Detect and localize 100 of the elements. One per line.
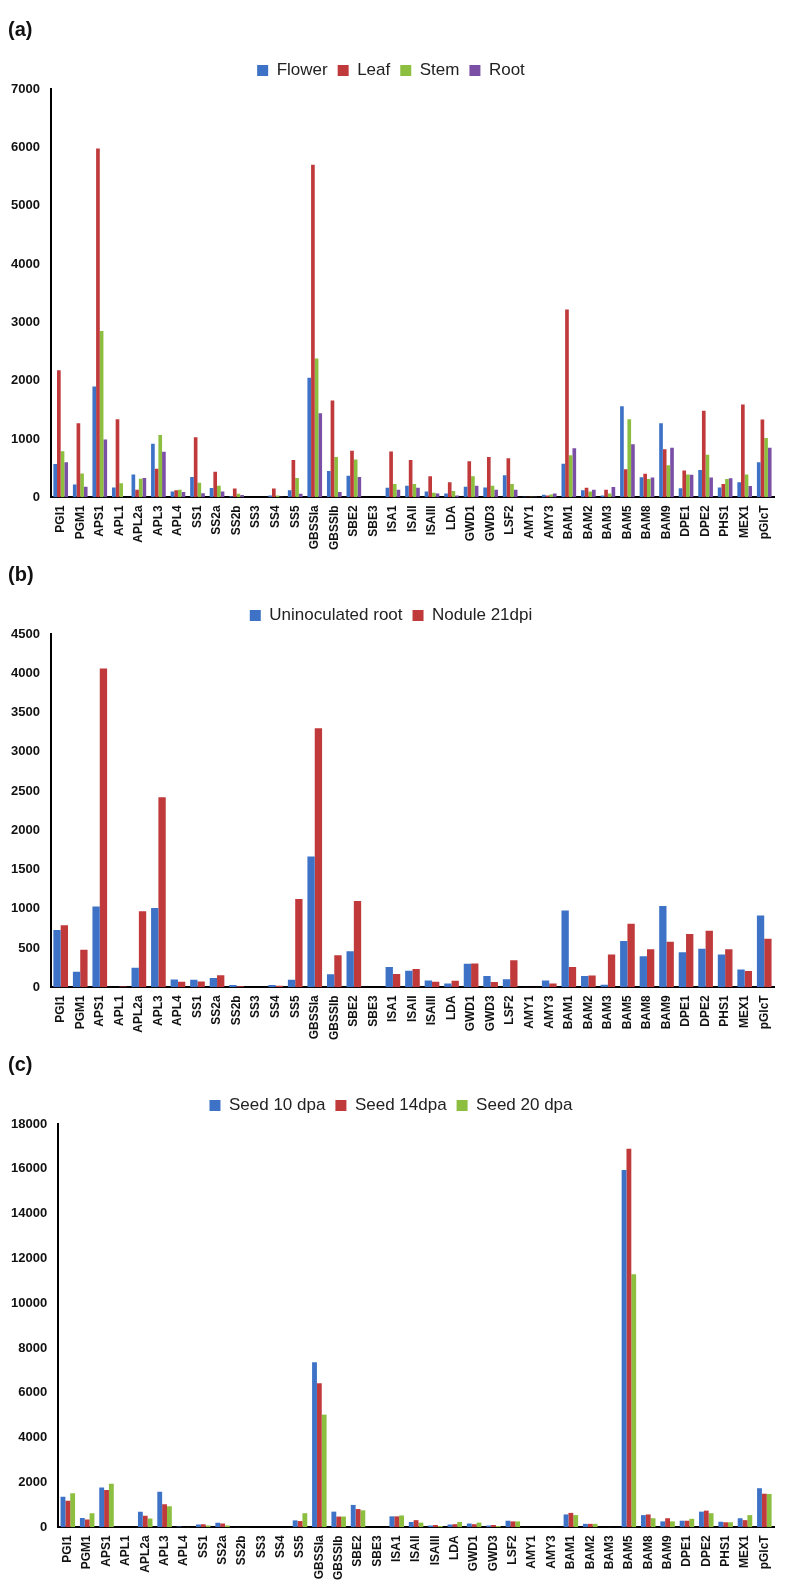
bar bbox=[741, 404, 745, 498]
bar bbox=[659, 423, 663, 498]
bar bbox=[405, 970, 413, 988]
bar bbox=[662, 449, 667, 498]
bar bbox=[679, 1520, 685, 1528]
bar bbox=[151, 908, 159, 988]
bar bbox=[360, 1510, 366, 1528]
x-tick-label: pGlcT bbox=[756, 994, 771, 1030]
bar bbox=[64, 462, 69, 498]
y-tick-label: 5000 bbox=[11, 197, 40, 213]
x-tick-label: SS3 bbox=[248, 995, 263, 1019]
bar bbox=[357, 476, 362, 498]
bar bbox=[232, 488, 237, 498]
x-tick-label: SS2a bbox=[209, 995, 224, 1025]
bar bbox=[196, 1524, 201, 1528]
bar bbox=[326, 974, 335, 988]
x-tick-label: GBSSIb bbox=[326, 995, 341, 1040]
x-tick-label: BAM5 bbox=[619, 995, 634, 1030]
bar bbox=[604, 489, 608, 498]
x-tick-label: SS1 bbox=[189, 995, 204, 1019]
bar bbox=[561, 463, 566, 498]
bar bbox=[467, 461, 472, 498]
bar bbox=[334, 955, 342, 988]
bar bbox=[502, 475, 507, 498]
bar bbox=[725, 478, 729, 498]
x-tick-label: APL1 bbox=[118, 1535, 133, 1567]
bar bbox=[432, 492, 436, 498]
bar bbox=[721, 483, 726, 498]
bar bbox=[565, 309, 569, 498]
bar bbox=[174, 490, 178, 498]
bar bbox=[157, 1491, 163, 1528]
bar bbox=[298, 493, 303, 498]
bar bbox=[703, 1510, 709, 1528]
bar bbox=[767, 447, 772, 498]
bar bbox=[737, 969, 745, 988]
bar bbox=[581, 975, 589, 988]
bar bbox=[631, 1274, 637, 1528]
bar bbox=[452, 1524, 458, 1528]
bar bbox=[689, 1518, 695, 1528]
bar bbox=[162, 1504, 167, 1528]
x-tick-label: SS2b bbox=[228, 995, 243, 1026]
bar bbox=[486, 457, 491, 498]
y-tick-label: 0 bbox=[32, 488, 40, 504]
x-tick-label: MEX1 bbox=[737, 1535, 752, 1569]
bar bbox=[197, 482, 202, 498]
x-tick-label: APL2a bbox=[131, 505, 146, 543]
y-tick-label: 12000 bbox=[10, 1250, 48, 1266]
bar bbox=[568, 1512, 574, 1528]
bar bbox=[639, 956, 647, 988]
bar bbox=[588, 975, 596, 988]
bar bbox=[177, 489, 182, 498]
x-tick-label: GBSSIb bbox=[331, 1535, 345, 1580]
x-tick-label: SS3 bbox=[253, 1535, 268, 1559]
bar bbox=[483, 975, 491, 988]
bar bbox=[457, 1521, 463, 1528]
y-tick-label: 2000 bbox=[11, 372, 40, 388]
x-tick-label: ISA1 bbox=[385, 505, 400, 533]
legend-label: Root bbox=[488, 60, 526, 80]
bar bbox=[744, 970, 753, 988]
bar bbox=[131, 967, 139, 988]
bar bbox=[491, 1525, 496, 1528]
x-tick-label: BAM5 bbox=[619, 505, 634, 540]
x-tick-label: pGlcT bbox=[756, 504, 771, 540]
bar bbox=[119, 483, 123, 498]
x-tick-label: GWD1 bbox=[463, 505, 478, 542]
bar bbox=[138, 478, 143, 498]
x-tick-label: LSF2 bbox=[505, 1535, 520, 1565]
bar bbox=[766, 1493, 772, 1528]
x-tick-label: BAM9 bbox=[658, 505, 673, 540]
bar bbox=[307, 377, 312, 498]
bar bbox=[471, 1524, 477, 1528]
y-tick-label: 2500 bbox=[11, 782, 40, 798]
bar bbox=[645, 1514, 651, 1528]
x-tick-label: LDA bbox=[443, 995, 458, 1020]
bar bbox=[389, 451, 393, 498]
x-tick-label: APS1 bbox=[92, 505, 107, 537]
x-tick-label: DPE2 bbox=[697, 505, 712, 537]
bar bbox=[756, 915, 765, 988]
bar bbox=[723, 1522, 729, 1528]
bar bbox=[698, 469, 702, 498]
x-tick-label: BAM3 bbox=[601, 1535, 616, 1570]
bar bbox=[99, 1487, 105, 1528]
x-tick-label: BAM1 bbox=[563, 1535, 578, 1570]
legend-label: Seed 14dpa bbox=[354, 1095, 448, 1115]
bar bbox=[337, 492, 342, 498]
bar bbox=[295, 899, 303, 988]
x-tick-label: ISA1 bbox=[389, 1535, 404, 1563]
bar bbox=[627, 419, 632, 498]
y-tick-label: 3000 bbox=[11, 743, 40, 759]
x-tick-label: AMY3 bbox=[541, 995, 556, 1029]
y-tick-label: 4500 bbox=[11, 625, 40, 641]
x-tick-label: LSF2 bbox=[502, 505, 517, 535]
bar bbox=[541, 980, 550, 988]
x-tick-label: SS2a bbox=[209, 505, 224, 535]
bar bbox=[549, 494, 553, 498]
x-tick-label: ISAIII bbox=[427, 1535, 442, 1566]
bar bbox=[515, 1521, 521, 1528]
x-tick-label: SBE2 bbox=[346, 505, 361, 537]
x-tick-label: SBE2 bbox=[346, 995, 361, 1027]
bar bbox=[104, 1489, 109, 1528]
